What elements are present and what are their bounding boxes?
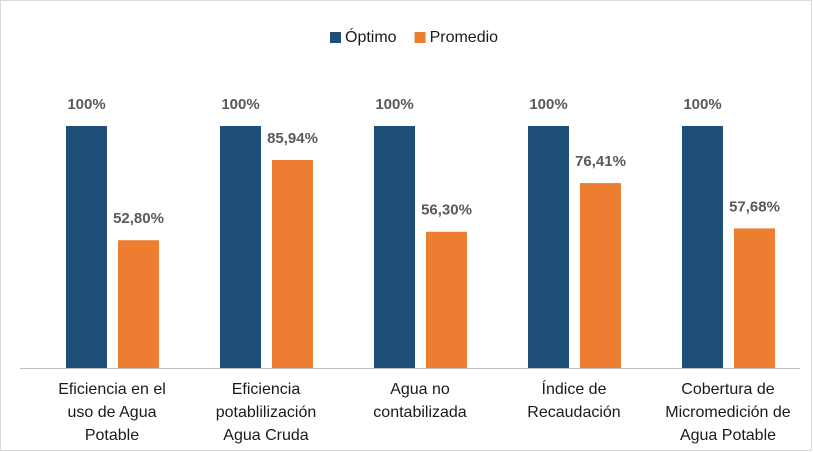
value-label: 52,80%: [113, 210, 164, 227]
value-label: 100%: [221, 96, 259, 113]
bar: [374, 126, 415, 368]
value-label: 57,68%: [729, 198, 780, 215]
legend-label: Promedio: [430, 29, 499, 46]
value-label: 76,41%: [575, 153, 626, 170]
bar: [734, 228, 775, 368]
bar: [528, 126, 569, 368]
x-tick-label: Potable: [85, 427, 139, 444]
x-tick-label: Recaudación: [527, 404, 620, 421]
x-tick-label: Cobertura de: [681, 381, 774, 398]
x-tick-label: Índice de: [542, 379, 607, 398]
value-label: 100%: [67, 96, 105, 113]
x-tick-label: Agua Potable: [680, 427, 776, 444]
bar: [682, 126, 723, 368]
x-tick-label: Eficiencia en el: [58, 381, 166, 398]
value-label: 100%: [683, 96, 721, 113]
bar: [220, 126, 261, 368]
x-tick-label: uso de Agua: [68, 404, 157, 421]
bar: [426, 231, 467, 368]
bar: [118, 240, 159, 368]
bar: [580, 183, 621, 368]
x-tick-label: Agua Cruda: [223, 427, 308, 444]
x-tick-label: contabilizada: [373, 404, 467, 421]
value-label: 56,30%: [421, 202, 472, 219]
value-label: 100%: [375, 96, 413, 113]
legend-label: Óptimo: [345, 27, 397, 46]
x-tick-label: potablilización: [216, 404, 317, 421]
x-tick-label: Micromedición de: [665, 404, 790, 421]
value-label: 85,94%: [267, 130, 318, 147]
x-tick-label: Eficiencia: [232, 381, 301, 398]
value-label: 100%: [529, 96, 567, 113]
legend-swatch: [414, 32, 426, 43]
x-tick-label: Agua no: [390, 381, 450, 398]
legend-swatch: [330, 32, 341, 43]
bar: [272, 160, 313, 368]
bar: [66, 126, 107, 368]
